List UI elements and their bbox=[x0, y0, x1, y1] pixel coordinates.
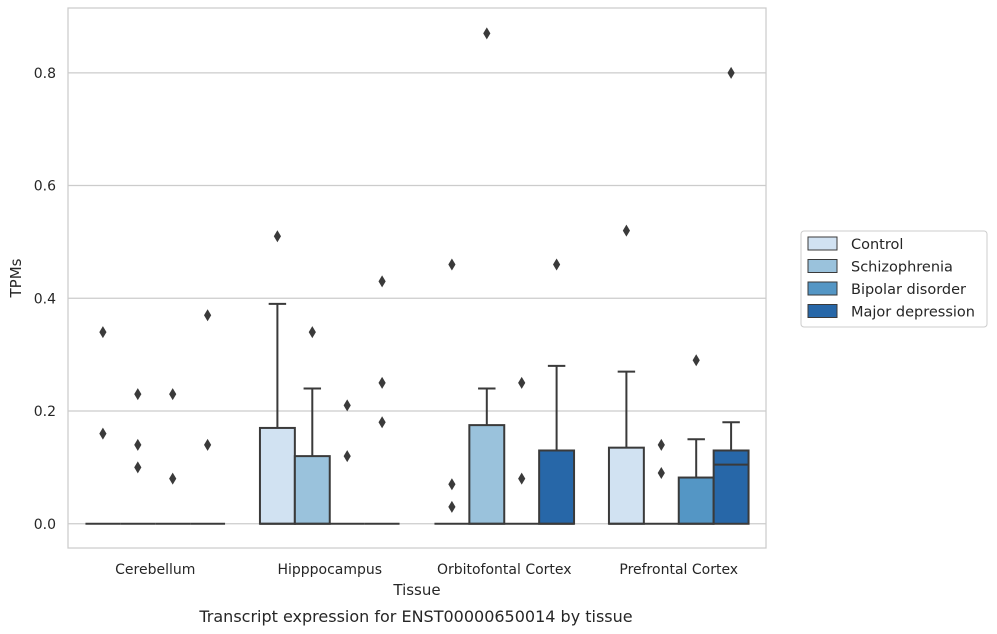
outlier-point bbox=[99, 427, 107, 440]
y-tick-label: 0.0 bbox=[34, 517, 56, 533]
outlier-point bbox=[657, 467, 665, 480]
box-schizophrenia bbox=[293, 326, 331, 525]
gridlines bbox=[68, 72, 766, 525]
outlier-point bbox=[134, 438, 142, 451]
legend-label: Schizophrenia bbox=[851, 260, 953, 276]
outlier-point bbox=[134, 388, 142, 401]
outlier-point bbox=[204, 438, 212, 451]
legend-entries: Control Schizophrenia Bipolar disorder Majo… bbox=[807, 236, 975, 321]
outlier-point bbox=[518, 472, 526, 485]
x-tick-label: Orbitofontal Cortex bbox=[437, 562, 572, 578]
outlier-point bbox=[378, 376, 386, 389]
legend-swatch bbox=[807, 304, 838, 318]
box-plot-series bbox=[85, 27, 750, 525]
outlier-point bbox=[308, 326, 316, 339]
x-axis-label: Tissue bbox=[392, 581, 440, 599]
legend: Control Schizophrenia Bipolar disorder Majo… bbox=[800, 230, 988, 328]
box-body bbox=[258, 426, 296, 525]
outlier-point bbox=[169, 472, 177, 485]
x-tick-label: Cerebellum bbox=[115, 562, 195, 578]
box-body bbox=[293, 455, 331, 525]
y-tick-label: 0.4 bbox=[34, 291, 56, 307]
legend-swatch bbox=[807, 236, 838, 251]
legend-label: Major depression bbox=[851, 305, 975, 321]
x-tick-label: Prefrontal Cortex bbox=[619, 562, 738, 578]
y-axis-label: TPMs bbox=[7, 258, 25, 298]
outlier-point bbox=[622, 224, 630, 237]
legend-label: Control bbox=[851, 237, 903, 253]
outlier-point bbox=[134, 461, 142, 474]
outlier-point bbox=[169, 388, 177, 401]
outlier-point bbox=[343, 450, 351, 463]
legend-swatch bbox=[807, 281, 838, 296]
box-schizophrenia bbox=[643, 438, 679, 525]
outlier-point bbox=[657, 438, 665, 451]
outlier-point bbox=[273, 230, 281, 243]
outlier-point bbox=[343, 399, 351, 412]
x-tick-label: Hipppocampus bbox=[277, 562, 382, 578]
legend-swatch bbox=[807, 259, 838, 273]
box-control bbox=[434, 258, 470, 525]
outlier-point bbox=[553, 258, 561, 271]
box-bipolar-disorder bbox=[329, 399, 365, 525]
box-bipolar-disorder bbox=[155, 388, 191, 525]
outlier-point bbox=[448, 258, 456, 271]
outlier-point bbox=[99, 326, 107, 339]
box-major-depression bbox=[190, 309, 226, 525]
box-bipolar-disorder bbox=[677, 354, 715, 525]
legend-frame bbox=[800, 230, 988, 328]
outlier-point bbox=[448, 478, 456, 491]
chart-caption: Transcript expression for ENST0000065001… bbox=[198, 607, 632, 626]
box-control bbox=[85, 326, 121, 525]
box-bipolar-disorder bbox=[504, 376, 540, 525]
box-major-depression bbox=[712, 66, 750, 525]
y-tick-label: 0.8 bbox=[34, 66, 56, 82]
legend-label: Bipolar disorder bbox=[851, 282, 966, 298]
box-major-depression bbox=[538, 258, 576, 525]
y-tick-label: 0.2 bbox=[34, 404, 56, 420]
box-body bbox=[538, 449, 576, 525]
outlier-point bbox=[204, 309, 212, 322]
box-body bbox=[468, 424, 506, 525]
box-control bbox=[258, 230, 296, 525]
outlier-point bbox=[378, 416, 386, 429]
box-major-depression bbox=[364, 275, 400, 525]
y-tick-label: 0.6 bbox=[34, 179, 56, 195]
box-schizophrenia bbox=[120, 388, 156, 525]
x-axis-ticks: Cerebellum Hipppocampus Orbitofontal Corte… bbox=[115, 562, 738, 578]
box-body bbox=[607, 446, 645, 525]
y-axis-ticks: 0.0 0.2 0.4 0.6 0.8 bbox=[34, 66, 56, 533]
outlier-point bbox=[518, 376, 526, 389]
outlier-point bbox=[448, 500, 456, 513]
outlier-point bbox=[692, 354, 700, 367]
box-schizophrenia bbox=[468, 27, 506, 525]
box-body bbox=[712, 449, 750, 525]
outlier-point bbox=[483, 27, 491, 40]
outlier-point bbox=[727, 66, 735, 79]
outlier-point bbox=[378, 275, 386, 288]
box-control bbox=[607, 224, 645, 525]
plot-frame bbox=[67, 7, 767, 549]
box-body bbox=[677, 476, 715, 525]
